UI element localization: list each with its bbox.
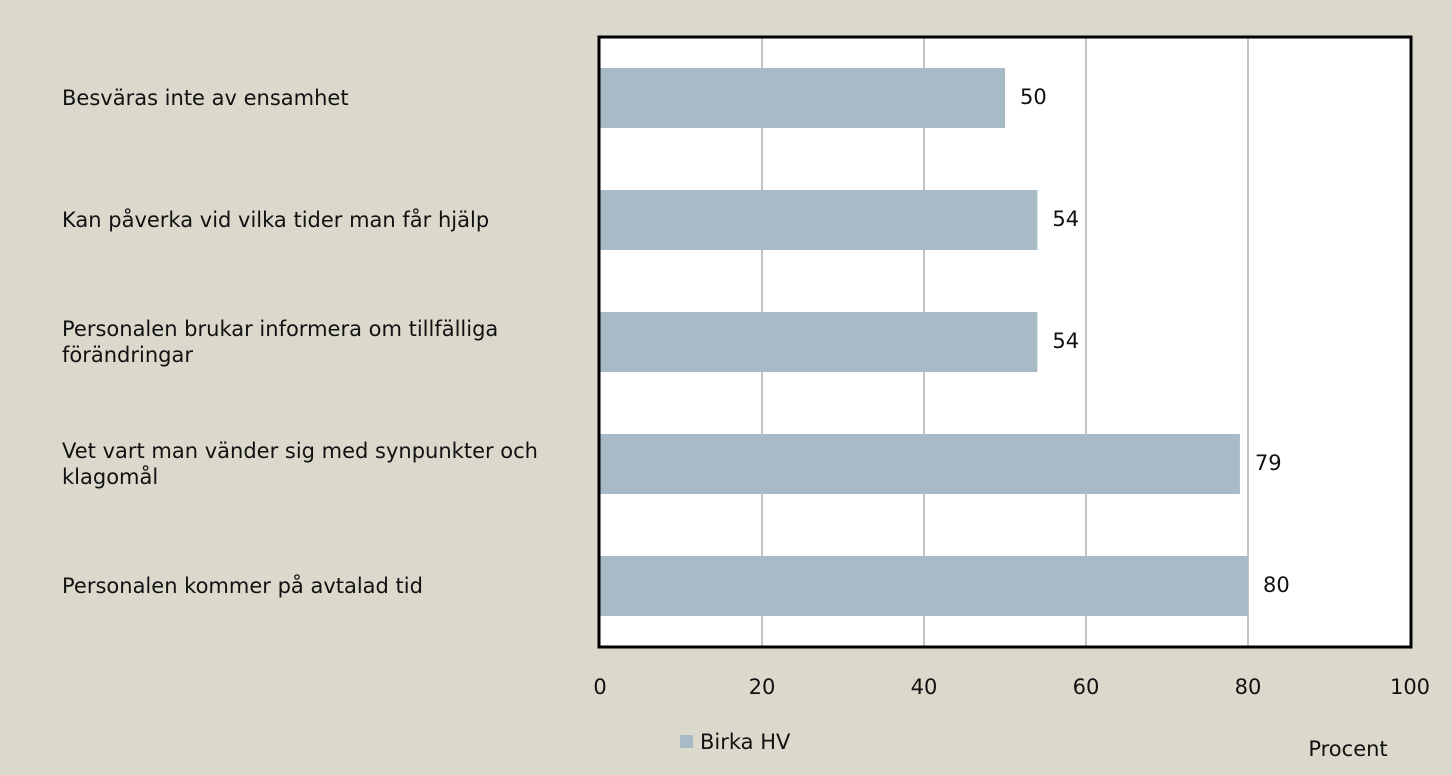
y-tick-label: Kan påverka vid vilka tider man får hjäl…	[62, 208, 490, 232]
y-tick-label: Personalen kommer på avtalad tid	[62, 574, 423, 598]
x-tick-label: 40	[911, 675, 938, 699]
bar	[600, 190, 1038, 250]
legend-label: Birka HV	[700, 730, 791, 754]
data-label: 54	[1052, 329, 1079, 353]
data-label: 50	[1020, 85, 1047, 109]
bar	[600, 556, 1248, 616]
data-label: 54	[1052, 207, 1079, 231]
bar	[600, 312, 1038, 372]
data-label: 79	[1255, 451, 1282, 475]
x-axis-title: Procent	[1308, 737, 1387, 761]
plot-border	[597, 35, 1413, 649]
x-tick-label: 100	[1390, 675, 1430, 699]
y-tick-label: Vet vart man vänder sig med synpunkter o…	[62, 439, 538, 489]
x-tick-label: 80	[1235, 675, 1262, 699]
legend-swatch	[680, 735, 693, 748]
y-tick-label: Besväras inte av ensamhet	[62, 86, 349, 110]
bar	[600, 68, 1005, 128]
data-label: 80	[1263, 573, 1290, 597]
x-tick-label: 60	[1073, 675, 1100, 699]
x-tick-label: 20	[749, 675, 776, 699]
bar	[600, 434, 1240, 494]
y-tick-label: Personalen brukar informera om tillfälli…	[62, 317, 499, 367]
x-tick-label: 0	[593, 675, 606, 699]
